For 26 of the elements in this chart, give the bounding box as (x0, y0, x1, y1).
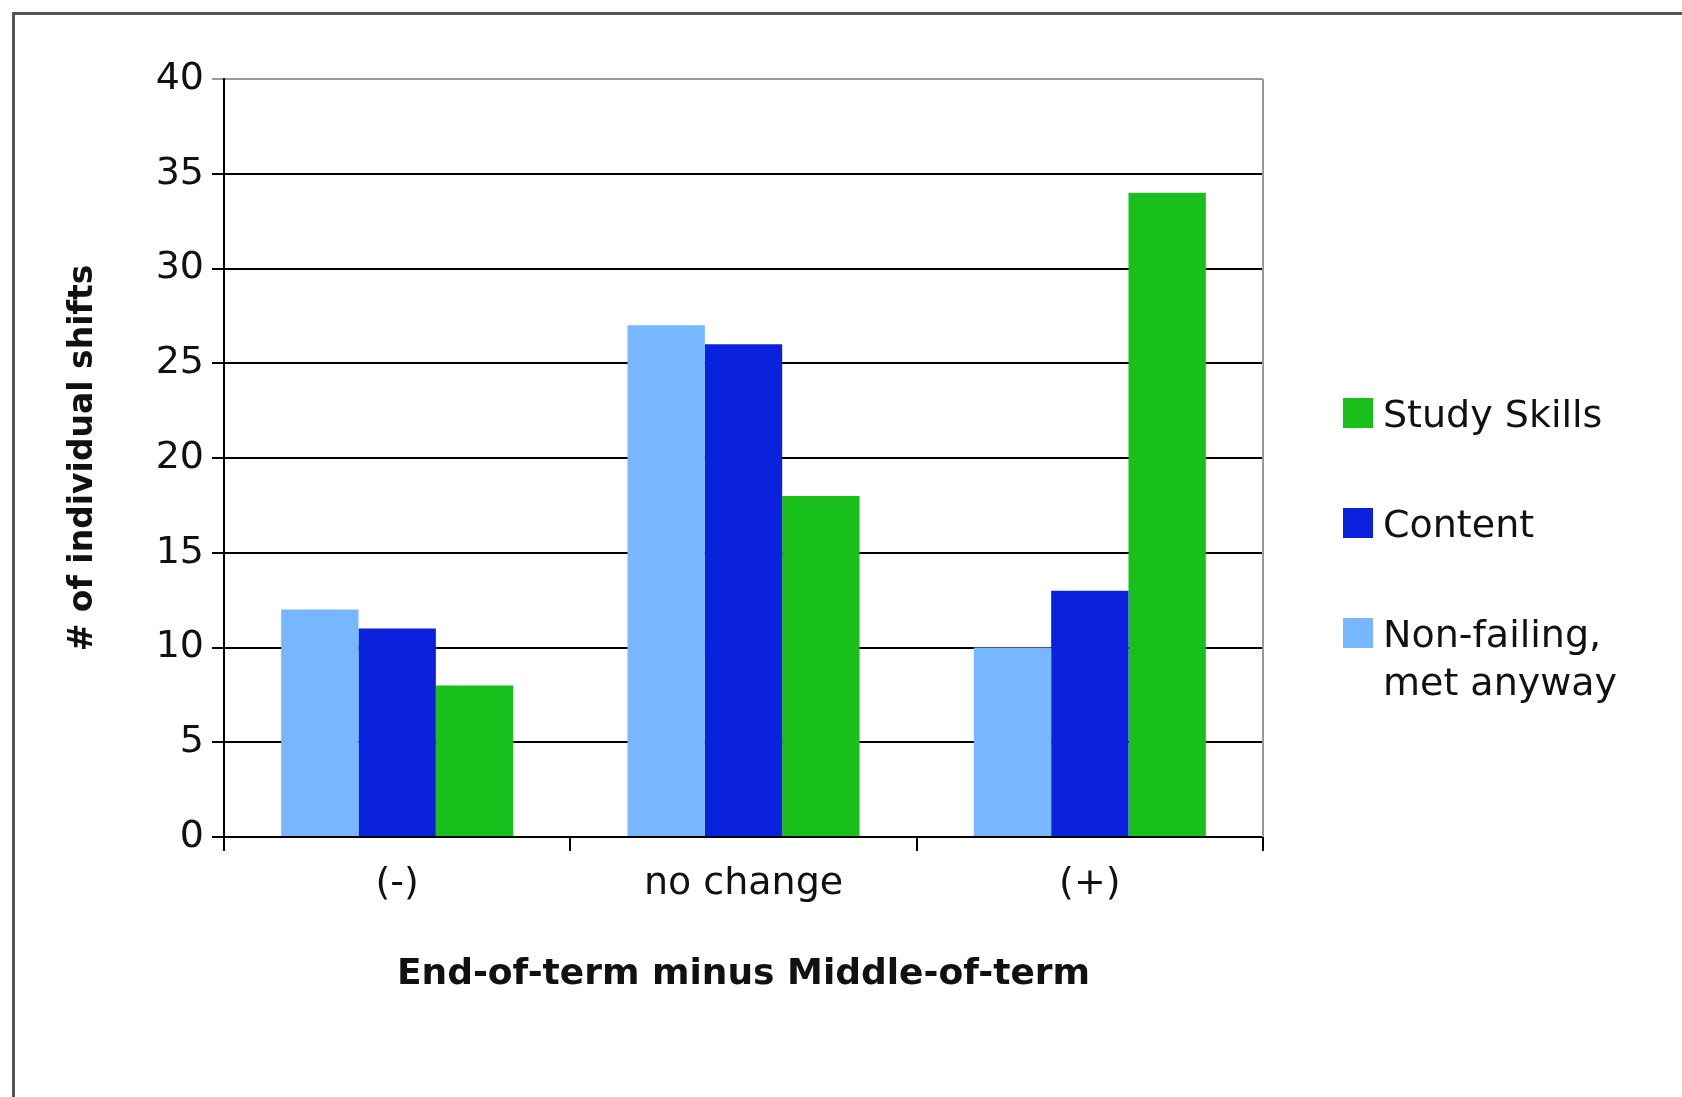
bar (1051, 590, 1129, 836)
x-tick-label: no change (643, 858, 844, 903)
bar (358, 628, 436, 836)
y-tick-label: 0 (179, 811, 204, 856)
y-tick-label: 20 (155, 432, 204, 477)
y-tick-label: 15 (155, 527, 204, 572)
y-tick-label: 40 (155, 53, 204, 98)
bar (973, 647, 1052, 836)
y-tick-label: 5 (179, 717, 204, 762)
bar (1128, 192, 1206, 836)
y-tick-label: 30 (155, 243, 204, 288)
y-tick-label: 10 (155, 622, 204, 667)
bar (435, 685, 514, 836)
legend-label: Content (1383, 501, 1535, 548)
y-tick-label: 35 (155, 148, 204, 193)
legend-label: Non-failing, met anyway (1383, 611, 1619, 706)
x-tick-label: (-) (375, 858, 419, 903)
y-axis-title: # of individual shifts (61, 264, 101, 652)
bar (627, 325, 705, 836)
y-tick-label: 25 (155, 338, 204, 383)
bar (704, 344, 783, 836)
x-tick-label: (+) (1059, 858, 1121, 903)
bar (782, 495, 860, 836)
legend-label: Study Skills (1383, 391, 1603, 438)
x-axis-title: End-of-term minus Middle-of-term (396, 950, 1091, 992)
bar (281, 609, 359, 836)
